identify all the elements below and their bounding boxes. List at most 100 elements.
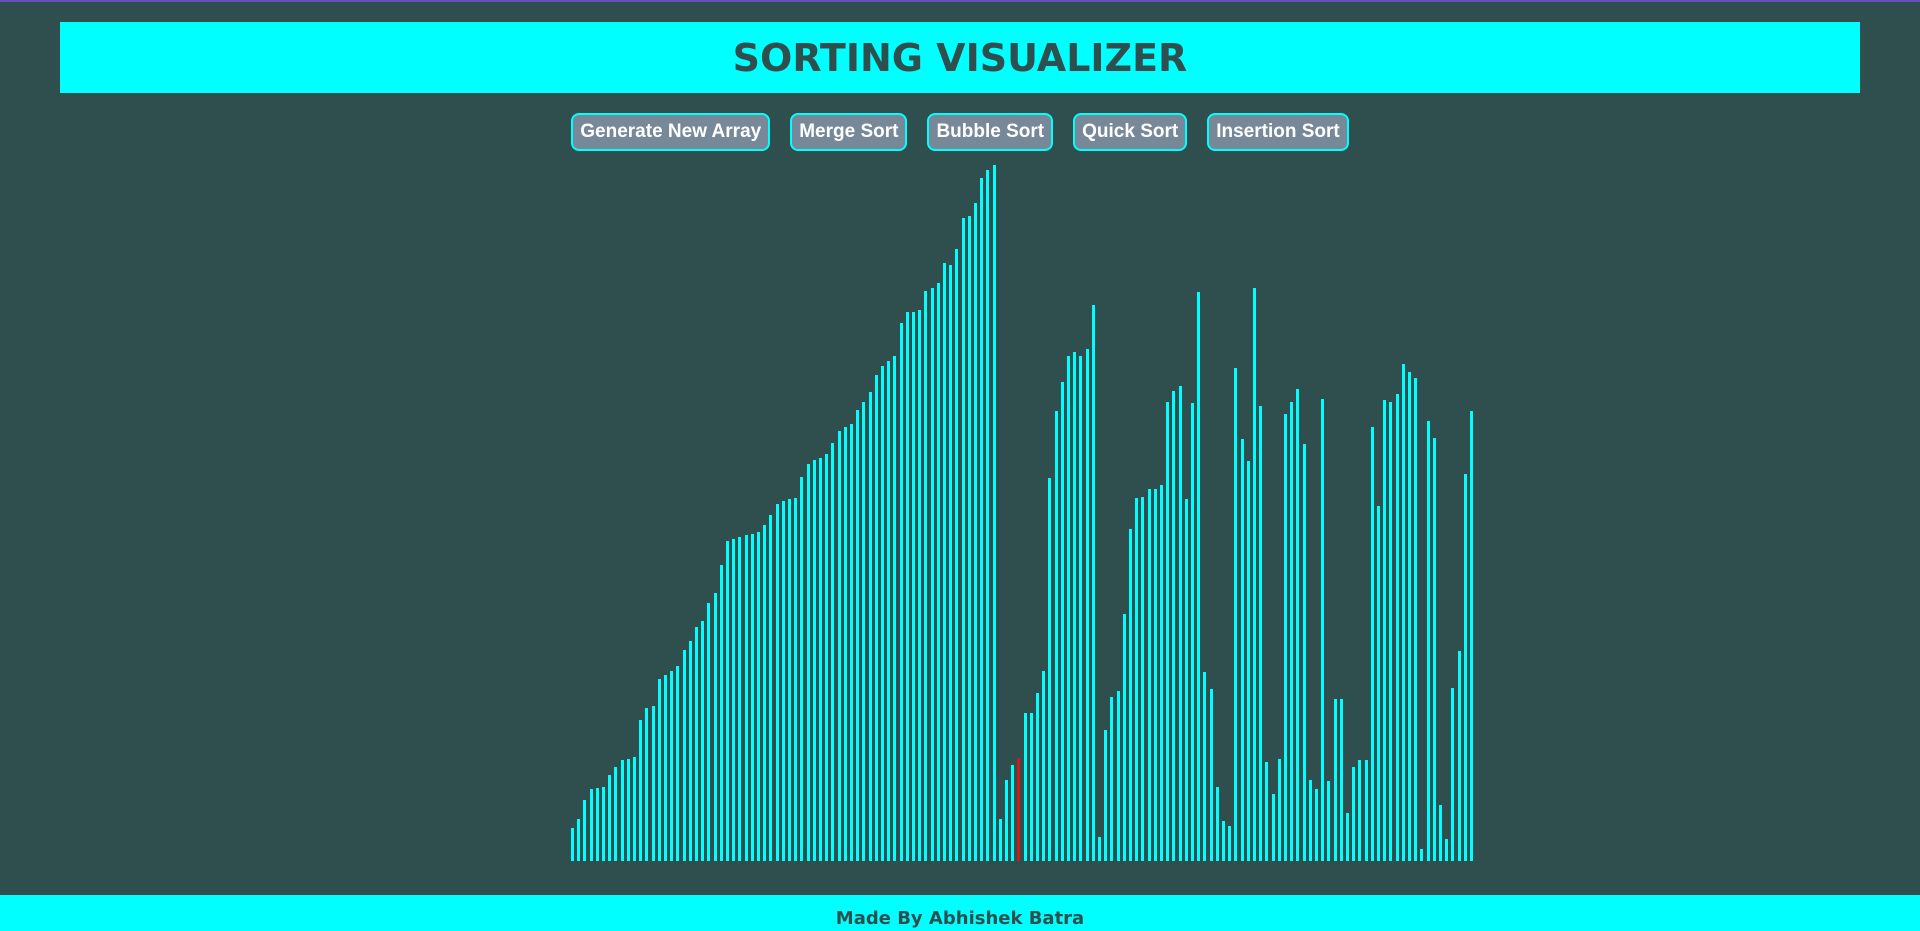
array-bar <box>936 283 940 861</box>
array-bar <box>626 759 630 861</box>
array-bar <box>1445 839 1449 861</box>
array-bar <box>1042 671 1046 861</box>
array-bar <box>912 312 915 861</box>
array-bar <box>949 265 953 861</box>
array-bar <box>812 460 816 861</box>
array-bar <box>1234 368 1238 861</box>
array-bar <box>1296 389 1300 861</box>
array-bar <box>614 767 618 861</box>
array-bar <box>1017 758 1021 861</box>
array-bar <box>1358 760 1362 861</box>
array-bar <box>1203 672 1207 861</box>
array-bar <box>744 535 748 861</box>
array-bar <box>1383 400 1387 861</box>
array-bar <box>1364 760 1368 861</box>
array-bar <box>856 410 860 861</box>
merge-sort-button[interactable]: Merge Sort <box>790 113 908 151</box>
array-bar <box>961 218 965 861</box>
array-bar <box>1098 837 1101 861</box>
array-bar <box>1240 439 1244 861</box>
array-bar <box>1153 489 1157 861</box>
array-bar <box>1160 485 1163 861</box>
array-bar <box>806 464 810 861</box>
array-bar <box>750 534 754 861</box>
array-bar <box>1122 614 1126 861</box>
array-bar <box>1302 444 1306 861</box>
array-bar <box>1457 651 1461 861</box>
footer-bar: Made By Abhishek Batra <box>0 895 1920 931</box>
insertion-sort-button[interactable]: Insertion Sort <box>1207 113 1349 151</box>
array-bar <box>1308 780 1312 861</box>
array-bar <box>1315 789 1318 861</box>
array-bar <box>1147 489 1151 861</box>
array-bar <box>1265 762 1269 861</box>
array-bar <box>1178 386 1182 861</box>
array-bar <box>1141 497 1145 861</box>
array-bar <box>930 288 934 861</box>
array-bar <box>595 788 599 861</box>
array-bar <box>1073 352 1077 861</box>
array-bar <box>1271 794 1275 861</box>
array-bar <box>1166 402 1170 861</box>
bubble-sort-button[interactable]: Bubble Sort <box>927 113 1054 151</box>
array-bar <box>881 366 884 861</box>
array-bar <box>1191 403 1194 861</box>
array-bar <box>688 641 692 861</box>
generate-new-array-button[interactable]: Generate New Array <box>571 113 771 151</box>
array-bar <box>1290 402 1294 861</box>
array-bar <box>1091 305 1095 861</box>
array-bar <box>980 178 984 861</box>
array-bar <box>843 427 847 861</box>
array-bar <box>769 515 773 861</box>
array-bar <box>868 392 872 861</box>
array-bar <box>887 361 891 861</box>
array-bar <box>1389 402 1393 861</box>
array-bar <box>1116 691 1120 861</box>
array-bar <box>899 323 903 861</box>
array-bar <box>1172 391 1176 861</box>
array-bar <box>974 203 977 861</box>
array-bar <box>800 477 804 861</box>
array-bar <box>763 525 767 861</box>
array-bar <box>639 720 643 861</box>
array-bar <box>1327 781 1331 861</box>
array-bar <box>1420 849 1424 861</box>
array-bar <box>719 565 723 861</box>
top-accent-line <box>0 0 1920 2</box>
array-bar <box>1060 382 1064 861</box>
toolbar: Generate New Array Merge Sort Bubble Sor… <box>0 113 1920 151</box>
array-bar <box>998 819 1002 861</box>
array-bar <box>713 593 717 861</box>
array-bar <box>1005 780 1008 861</box>
array-bar <box>1011 765 1015 861</box>
array-bar <box>1029 713 1033 861</box>
array-bar <box>1222 821 1225 861</box>
array-bar <box>1395 394 1399 861</box>
array-bar <box>1215 787 1219 861</box>
array-bar <box>831 443 835 861</box>
array-bar <box>1352 767 1356 861</box>
array-bar <box>695 627 698 861</box>
array-bar <box>1284 414 1287 861</box>
array-bar <box>1321 399 1325 861</box>
array-bar <box>583 800 587 861</box>
array-bar <box>781 501 785 861</box>
array-bar <box>571 828 574 861</box>
header-bar: SORTING VISUALIZER <box>60 22 1860 93</box>
array-bar <box>651 706 655 861</box>
array-bar <box>1110 697 1114 861</box>
array-bar <box>1408 372 1411 861</box>
array-bar <box>732 539 736 861</box>
array-bar <box>1470 411 1473 861</box>
array-bar <box>1085 349 1089 861</box>
quick-sort-button[interactable]: Quick Sort <box>1073 113 1188 151</box>
array-bar <box>1048 478 1052 861</box>
array-bar <box>707 603 711 861</box>
array-bar <box>825 454 829 861</box>
array-bar <box>676 666 680 861</box>
array-bar <box>701 621 705 861</box>
array-bar <box>1333 699 1337 861</box>
array-bar <box>986 170 990 861</box>
array-bar <box>794 498 798 861</box>
array-bar <box>924 291 928 861</box>
